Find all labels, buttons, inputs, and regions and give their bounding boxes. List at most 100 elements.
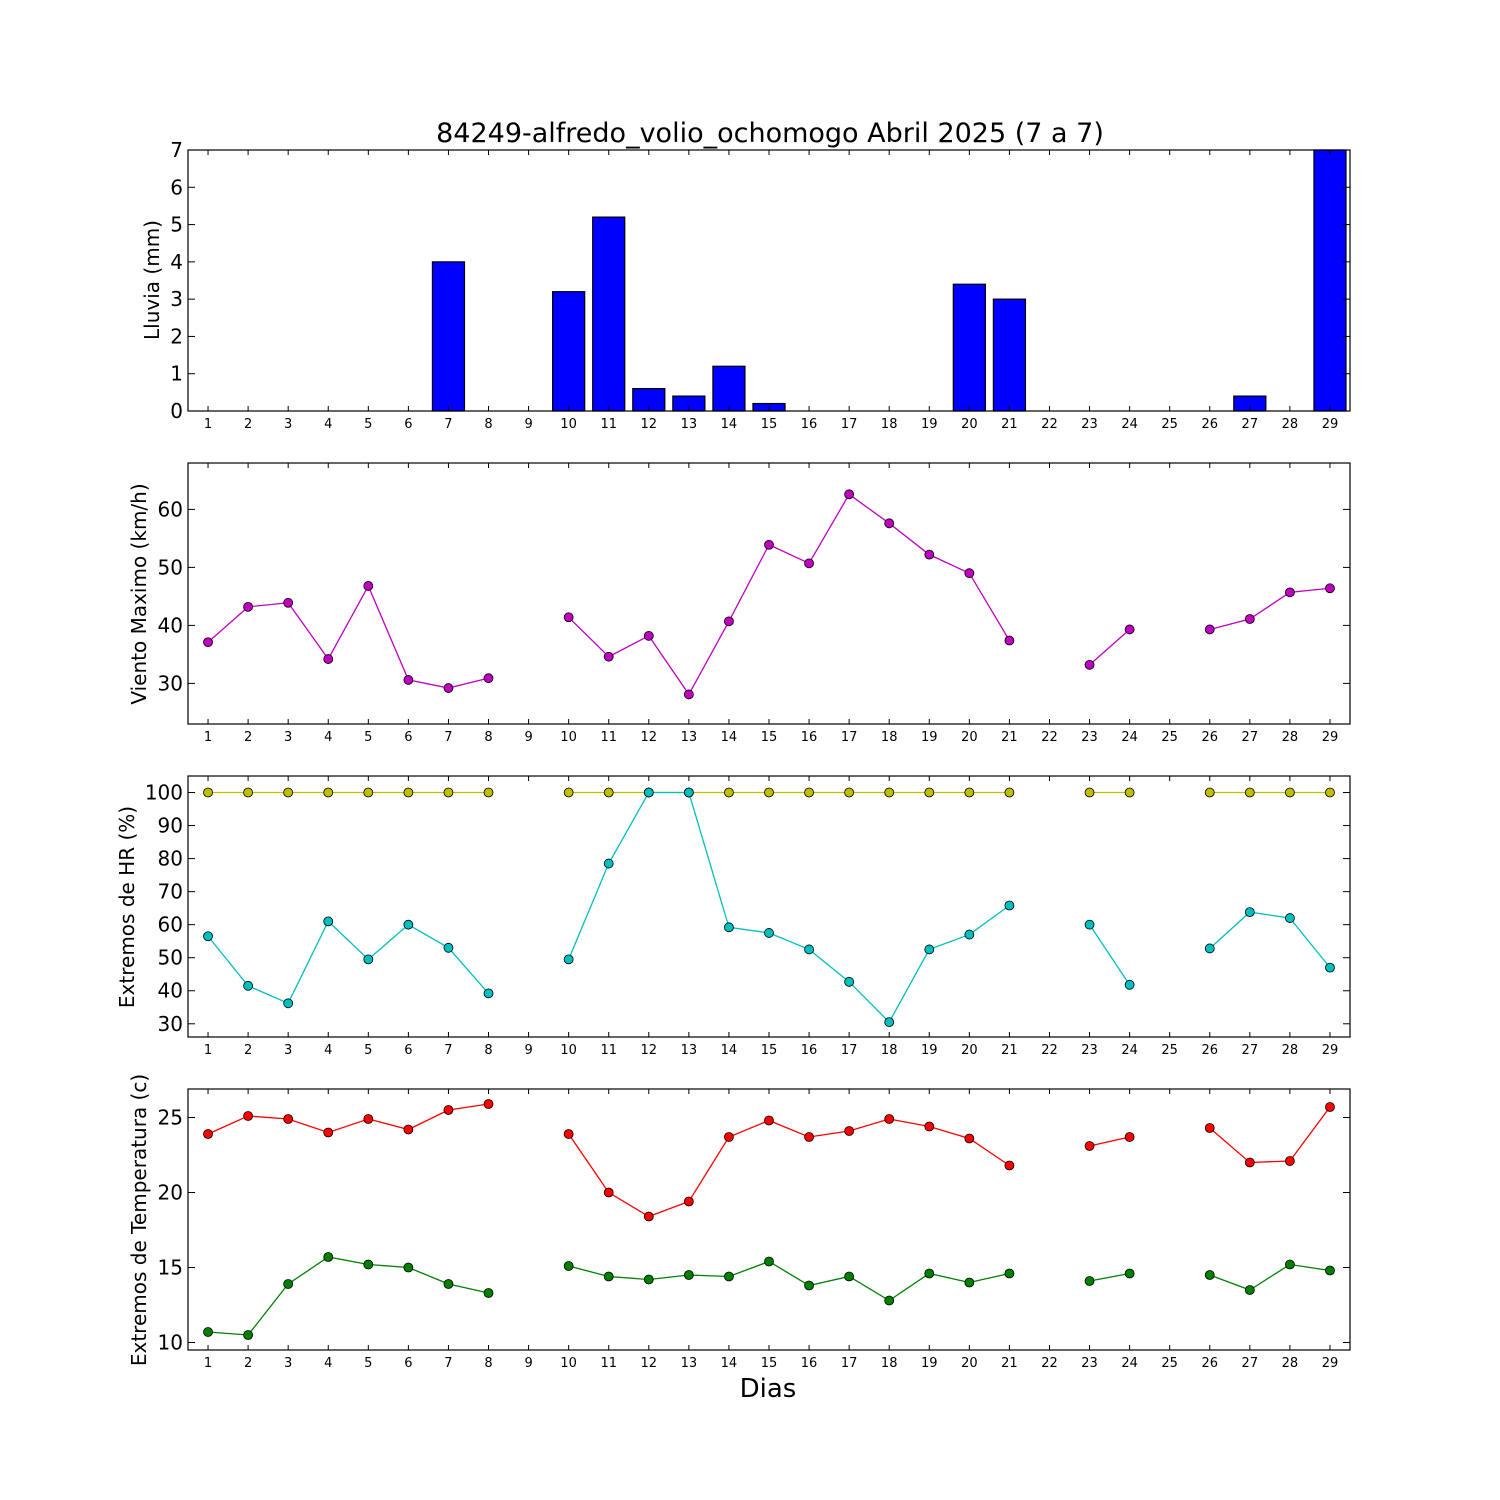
wind-series-0-point — [884, 518, 895, 529]
rain-xtick-label: 10 — [560, 417, 577, 432]
hr-series-0-point — [1004, 787, 1015, 798]
wind-xtick-label: 4 — [324, 730, 332, 745]
wind-series-0-line — [207, 584, 489, 689]
hr-xtick-label: 16 — [801, 1043, 818, 1058]
temp-series-0-point — [603, 1187, 614, 1198]
rain-ytick-label: 3 — [170, 287, 183, 311]
temp-series-1-point — [1244, 1285, 1255, 1295]
rain-xtick-label: 8 — [484, 417, 492, 432]
temp-series-1-line — [207, 1256, 489, 1336]
temp-series-1-line — [1209, 1263, 1331, 1291]
wind-xtick-label: 15 — [761, 730, 778, 745]
hr-xtick-label: 10 — [560, 1043, 577, 1058]
hr-series-1-point — [243, 980, 254, 991]
hr-series-1-point — [323, 916, 334, 927]
temp-series-0-point — [363, 1114, 374, 1124]
hr-ytick-label: 70 — [158, 880, 183, 904]
temp-series-0-point — [563, 1129, 574, 1139]
rain-xtick-label: 23 — [1081, 417, 1098, 432]
hr-series-1-point — [964, 929, 975, 940]
wind-ytick-label: 50 — [158, 555, 183, 579]
hr-series-1-line — [1089, 924, 1131, 986]
hr-series-1-point — [1325, 962, 1335, 973]
hr-xtick-label: 3 — [284, 1043, 292, 1058]
hr-xtick-label: 26 — [1201, 1043, 1218, 1058]
wind-xtick-label: 14 — [721, 730, 738, 745]
rain-xtick-label: 5 — [364, 417, 372, 432]
temp-series-0-line — [207, 1103, 489, 1135]
temp-xtick-label: 23 — [1081, 1356, 1098, 1371]
temp-series-0-point — [724, 1132, 734, 1142]
temp-series-1-point — [483, 1288, 494, 1298]
hr-xtick-label: 28 — [1282, 1043, 1299, 1058]
hr-series-0-point — [1204, 787, 1215, 798]
hr-series-0-point — [844, 787, 855, 798]
temp-series-0-point — [443, 1105, 454, 1115]
wind-series-0-point — [724, 616, 734, 627]
hr-series-1-line — [1209, 911, 1331, 969]
temp-frame — [187, 1088, 1351, 1351]
temp-xtick-label: 25 — [1161, 1356, 1178, 1371]
hr-series-0-point — [1244, 787, 1255, 798]
hr-ytick-label: 50 — [158, 946, 183, 970]
hr-xtick-label: 1 — [204, 1043, 212, 1058]
wind-series-0-point — [1325, 583, 1335, 594]
hr-series-1-point — [683, 787, 694, 798]
humidity-ylabel: Extremos de HR (%) — [115, 806, 139, 1008]
temp-series-1-point — [323, 1252, 334, 1262]
rain-ytick-label: 7 — [170, 138, 183, 162]
wind-ylabel: Viento Maximo (km/h) — [127, 483, 151, 704]
wind-xtick-label: 19 — [921, 730, 938, 745]
rain-xtick-label: 17 — [841, 417, 858, 432]
rain-ytick-label: 4 — [170, 250, 183, 274]
wind-series-0-point — [203, 637, 213, 648]
temp-series-1-point — [724, 1271, 734, 1282]
temp-xtick-label: 28 — [1282, 1356, 1299, 1371]
wind-xtick-label: 9 — [524, 730, 532, 745]
temp-series-1-point — [363, 1259, 374, 1270]
wind-series-0-line — [568, 493, 1010, 696]
hr-series-1-point — [924, 944, 935, 955]
temp-xtick-label: 12 — [641, 1356, 658, 1371]
hr-series-1-point — [1244, 907, 1255, 918]
hr-series-1-point — [1084, 919, 1095, 930]
temp-series-1-point — [683, 1270, 694, 1280]
hr-xtick-label: 13 — [681, 1043, 698, 1058]
temp-xtick-label: 21 — [1001, 1356, 1018, 1371]
temp-ytick-label: 10 — [158, 1331, 183, 1355]
wind-xtick-label: 5 — [364, 730, 372, 745]
temp-series-0-point — [683, 1196, 694, 1207]
rain-xtick-label: 16 — [801, 417, 818, 432]
rain-ylabel: Lluvia (mm) — [140, 220, 164, 340]
hr-series-1-point — [483, 988, 494, 999]
temp-series-1-point — [203, 1327, 213, 1337]
temp-xtick-label: 15 — [761, 1356, 778, 1371]
wind-xtick-label: 13 — [681, 730, 698, 745]
temperature-ylabel: Extremos de Temperatura (c) — [127, 1074, 151, 1366]
hr-ytick-label: 40 — [158, 979, 183, 1003]
temp-series-1-point — [1204, 1270, 1215, 1280]
temp-series-0-point — [1084, 1141, 1095, 1151]
hr-series-0-point — [724, 787, 734, 798]
hr-xtick-label: 24 — [1121, 1043, 1138, 1058]
wind-xtick-label: 6 — [404, 730, 412, 745]
hr-series-0-point — [283, 787, 294, 798]
wind-series-0-point — [1204, 624, 1215, 635]
temp-ytick-label: 25 — [158, 1106, 183, 1130]
temp-series-0-point — [323, 1127, 334, 1138]
hr-xtick-label: 7 — [444, 1043, 452, 1058]
temp-series-0-line — [1209, 1106, 1331, 1164]
rain-ytick-label: 1 — [170, 362, 183, 386]
rain-xtick-label: 3 — [284, 417, 292, 432]
hr-series-0-point — [603, 787, 614, 798]
temp-series-1-point — [924, 1268, 935, 1279]
temp-series-0-point — [964, 1133, 975, 1144]
hr-series-1-point — [804, 944, 814, 955]
temp-series-1-point — [1124, 1268, 1135, 1279]
temp-xtick-label: 17 — [841, 1356, 858, 1371]
hr-series-1-point — [764, 928, 774, 938]
rain-xtick-label: 13 — [681, 417, 698, 432]
